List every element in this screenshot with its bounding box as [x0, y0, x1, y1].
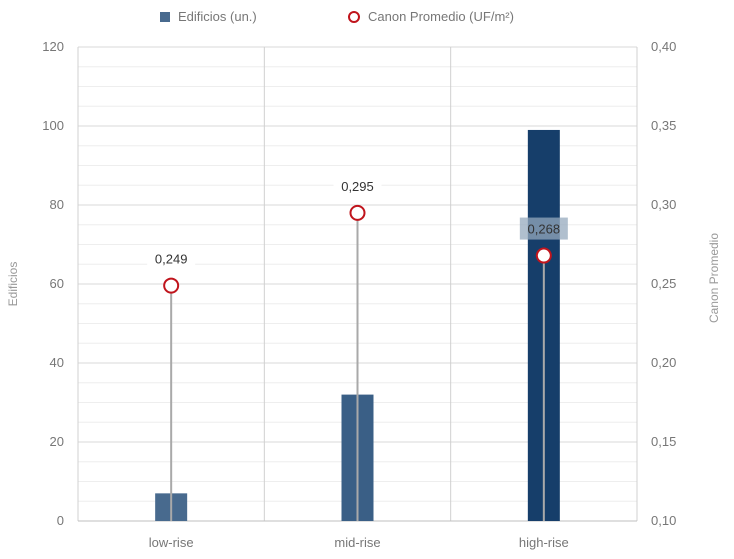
legend-marker-label: Canon Promedio (UF/m²) — [368, 9, 514, 24]
y-tick-left: 60 — [50, 276, 64, 291]
y-tick-right: 0,25 — [651, 276, 676, 291]
legend-bar-swatch — [160, 11, 170, 22]
legend-item-edificios: Edificios (un.) — [160, 9, 257, 24]
data-label-background — [147, 247, 196, 270]
y-tick-right: 0,40 — [651, 39, 676, 54]
y-tick-right: 0,20 — [651, 355, 676, 370]
ticks: 0 20 40 60 80 100 120 0,10 0,15 0,20 0,25 0,30 0,35 0… — [42, 39, 676, 550]
y-axis-title-left: Edificios — [6, 262, 20, 307]
data-label: 0,249 — [155, 252, 188, 267]
lollipop-marker — [163, 277, 180, 294]
y-tick-right: 0,35 — [651, 118, 676, 133]
legend-item-canon: Canon Promedio (UF/m²) — [348, 9, 514, 24]
y-tick-right: 0,30 — [651, 197, 676, 212]
y-tick-left: 120 — [42, 39, 64, 54]
y-tick-left: 100 — [42, 118, 64, 133]
y-tick-left: 20 — [50, 434, 64, 449]
data-label-background — [519, 217, 568, 240]
legend: Edificios (un.) Canon Promedio (UF/m²) — [0, 9, 734, 29]
data-label-background — [333, 174, 382, 197]
data-label: 0,268 — [528, 222, 561, 237]
x-tick-label: low-rise — [149, 535, 194, 550]
lollipop-marker — [535, 247, 552, 264]
lollipop-marker — [349, 204, 366, 221]
lollipops: 0,249 0,295 0,268 — [147, 174, 568, 521]
legend-bar-label: Edificios (un.) — [178, 9, 257, 24]
y-axis-title-right: Canon Promedio — [707, 233, 721, 323]
y-tick-right: 0,15 — [651, 434, 676, 449]
legend-marker-swatch — [348, 10, 360, 23]
y-tick-right: 0,10 — [651, 513, 676, 528]
x-tick-label: mid-rise — [334, 535, 380, 550]
data-label: 0,295 — [341, 179, 374, 194]
y-tick-left: 40 — [50, 355, 64, 370]
x-tick-label: high-rise — [519, 535, 569, 550]
y-tick-left: 80 — [50, 197, 64, 212]
y-tick-left: 0 — [57, 513, 64, 528]
